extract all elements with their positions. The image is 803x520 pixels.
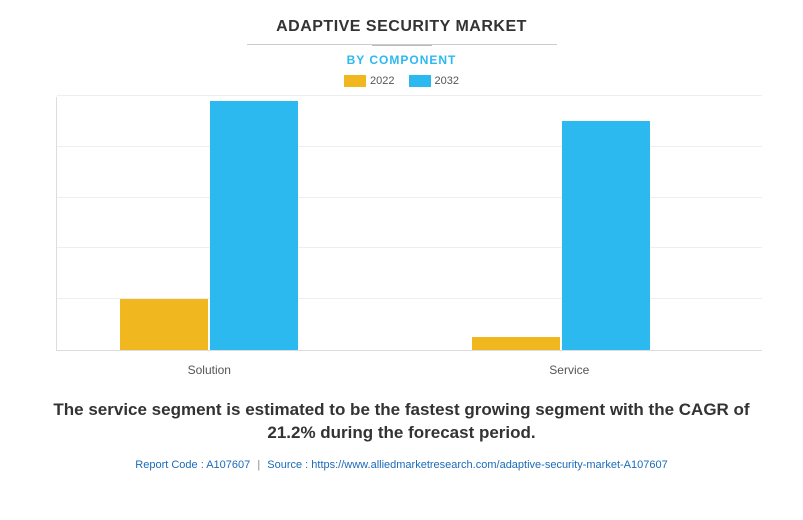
chart-title: ADAPTIVE SECURITY MARKET	[276, 18, 527, 36]
x-axis-label-service: Service	[480, 363, 658, 377]
chart-description: The service segment is estimated to be t…	[32, 399, 772, 445]
bar-solution-2032	[210, 101, 298, 350]
legend-label-2022: 2022	[370, 75, 394, 87]
legend-label-2032: 2032	[435, 75, 459, 87]
plot-region	[56, 97, 762, 351]
legend-swatch-2032	[409, 75, 431, 87]
grid-line	[57, 95, 762, 96]
source-url: https://www.alliedmarketresearch.com/ada…	[311, 459, 667, 471]
bar-group-solution	[120, 101, 298, 350]
footer-attribution: Report Code : A107607 | Source : https:/…	[135, 459, 667, 471]
bar-group-service	[472, 121, 650, 350]
footer-separator: |	[257, 459, 260, 471]
report-code-value: A107607	[206, 459, 250, 471]
legend-item-2022: 2022	[344, 75, 394, 87]
legend: 2022 2032	[344, 75, 459, 87]
source-label: Source :	[267, 459, 308, 471]
bar-solution-2022	[120, 299, 208, 350]
bar-service-2032	[562, 121, 650, 350]
legend-item-2032: 2032	[409, 75, 459, 87]
title-divider	[247, 42, 557, 45]
chart-subtitle: BY COMPONENT	[347, 53, 457, 67]
legend-swatch-2022	[344, 75, 366, 87]
chart-area: Solution Service	[42, 97, 762, 377]
bar-service-2022	[472, 337, 560, 350]
x-axis-label-solution: Solution	[120, 363, 298, 377]
report-code-label: Report Code :	[135, 459, 203, 471]
